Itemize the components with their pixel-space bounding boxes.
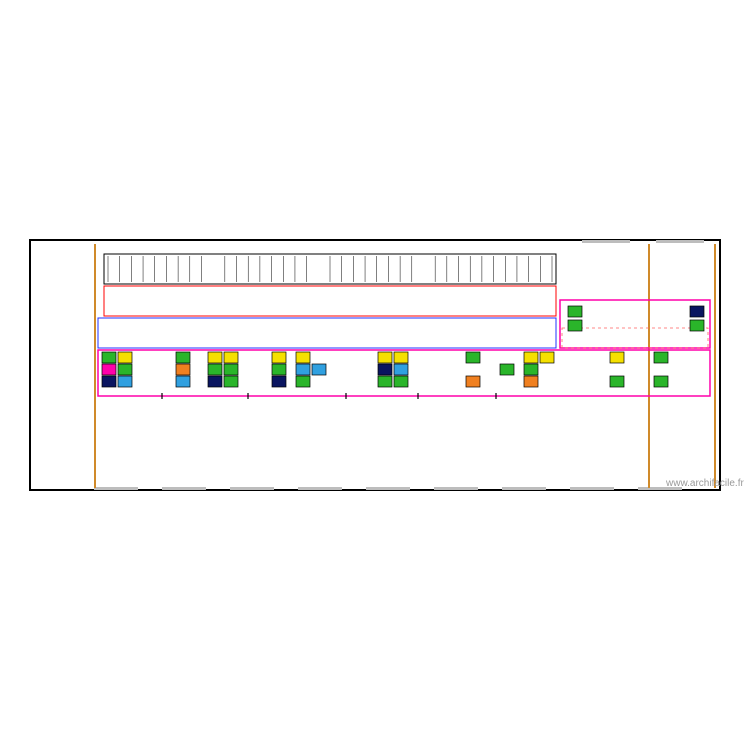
blue-room	[98, 318, 556, 348]
red-dashed-right	[562, 328, 708, 348]
floorplan-svg	[0, 0, 750, 750]
magenta-right	[560, 300, 710, 348]
red-room	[104, 286, 556, 316]
floorplan-stage: www.archifacile.fr	[0, 0, 750, 750]
watermark-text: www.archifacile.fr	[666, 478, 744, 489]
